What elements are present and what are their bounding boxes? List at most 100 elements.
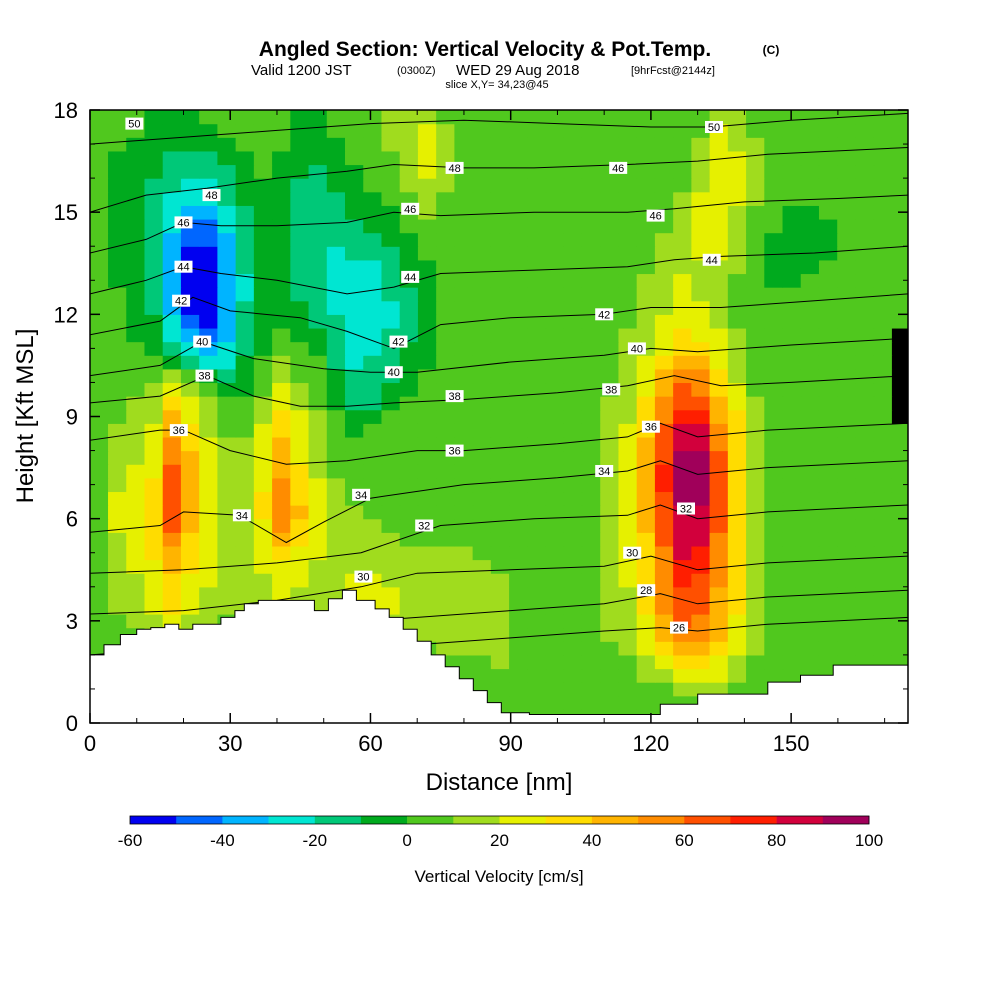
velocity-cell [309, 328, 328, 342]
velocity-cell [710, 314, 729, 328]
velocity-cell [327, 491, 346, 505]
velocity-cell [217, 600, 236, 614]
velocity-cell [600, 355, 619, 369]
velocity-cell [454, 342, 473, 356]
velocity-cell [418, 410, 437, 424]
velocity-cell [144, 328, 163, 342]
velocity-cell [126, 246, 145, 260]
velocity-cell [345, 110, 364, 124]
velocity-cell [819, 560, 838, 574]
velocity-cell [655, 519, 674, 533]
velocity-cell [272, 546, 291, 560]
velocity-cell [272, 178, 291, 192]
velocity-cell [691, 382, 710, 396]
velocity-cell [746, 451, 765, 465]
velocity-cell [855, 355, 874, 369]
valid-date: WED 29 Aug 2018 [456, 62, 579, 79]
velocity-cell [509, 410, 528, 424]
velocity-cell [509, 532, 528, 546]
velocity-cell [90, 151, 109, 165]
velocity-cell [400, 151, 419, 165]
velocity-cell [199, 205, 218, 219]
velocity-cell [181, 437, 200, 451]
velocity-cell [126, 342, 145, 356]
velocity-cell [163, 437, 182, 451]
colorbar-swatch [777, 816, 824, 824]
velocity-cell [491, 178, 510, 192]
velocity-cell [728, 600, 747, 614]
contour-label: 46 [612, 163, 624, 175]
velocity-cell [345, 410, 364, 424]
velocity-cell [454, 287, 473, 301]
velocity-cell [491, 328, 510, 342]
velocity-cell [819, 464, 838, 478]
velocity-cell [236, 587, 255, 601]
velocity-cell [527, 410, 546, 424]
velocity-cell [855, 178, 874, 192]
velocity-cell [691, 641, 710, 655]
contour-label: 44 [177, 262, 189, 274]
velocity-cell [710, 219, 729, 233]
velocity-cell [254, 246, 273, 260]
colorbar-swatch [823, 816, 870, 824]
velocity-cell [327, 382, 346, 396]
velocity-cell [764, 287, 783, 301]
velocity-cell [673, 273, 692, 287]
velocity-cell [90, 382, 109, 396]
velocity-cell [582, 587, 601, 601]
velocity-cell [363, 233, 382, 247]
velocity-cell [454, 124, 473, 138]
velocity-cell [618, 178, 637, 192]
velocity-cell [272, 233, 291, 247]
velocity-cell [546, 532, 565, 546]
velocity-cell [564, 110, 583, 124]
velocity-cell [764, 519, 783, 533]
velocity-cell [199, 233, 218, 247]
velocity-cell [564, 491, 583, 505]
velocity-cell [527, 369, 546, 383]
velocity-cell [618, 655, 637, 669]
velocity-cell [108, 587, 127, 601]
velocity-cell [381, 301, 400, 315]
velocity-cell [436, 369, 455, 383]
velocity-cell [199, 491, 218, 505]
velocity-cell [546, 560, 565, 574]
velocity-cell [728, 233, 747, 247]
velocity-cell [728, 369, 747, 383]
velocity-cell [272, 192, 291, 206]
velocity-cell [363, 151, 382, 165]
velocity-cell [819, 233, 838, 247]
velocity-cell [764, 628, 783, 642]
velocity-cell [509, 151, 528, 165]
contour-label: 48 [448, 163, 460, 175]
velocity-cell [144, 260, 163, 274]
velocity-cell [837, 423, 856, 437]
velocity-cell [728, 260, 747, 274]
velocity-cell [199, 287, 218, 301]
velocity-cell [108, 124, 127, 138]
velocity-cell [236, 369, 255, 383]
velocity-cell [746, 600, 765, 614]
contour-label: 46 [649, 211, 661, 223]
velocity-cell [418, 124, 437, 138]
contour-label: 38 [198, 371, 210, 383]
velocity-cell [783, 273, 802, 287]
velocity-cell [582, 192, 601, 206]
velocity-cell [582, 233, 601, 247]
velocity-cell [527, 437, 546, 451]
velocity-cell [400, 382, 419, 396]
velocity-cell [90, 600, 109, 614]
velocity-cell [217, 246, 236, 260]
velocity-cell [327, 546, 346, 560]
velocity-cell [418, 178, 437, 192]
velocity-cell [582, 342, 601, 356]
velocity-cell [509, 682, 528, 696]
velocity-cell [783, 546, 802, 560]
velocity-cell [90, 560, 109, 574]
velocity-cell [600, 614, 619, 628]
velocity-cell [691, 328, 710, 342]
velocity-cell [491, 682, 510, 696]
velocity-cell [746, 287, 765, 301]
velocity-cell [837, 246, 856, 260]
velocity-cell [345, 451, 364, 465]
